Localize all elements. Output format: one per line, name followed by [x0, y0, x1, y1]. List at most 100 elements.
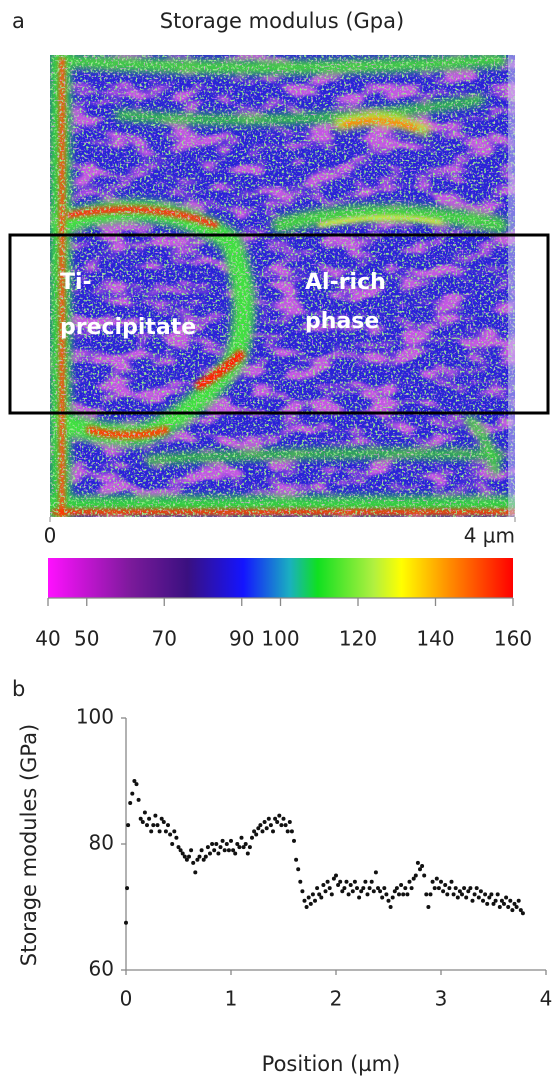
data-point — [210, 842, 215, 846]
data-point — [334, 873, 338, 878]
data-point — [233, 851, 238, 856]
data-point — [187, 854, 191, 859]
x-tick-label: 4 µm — [464, 524, 515, 548]
data-point — [352, 879, 357, 884]
data-point — [294, 857, 299, 862]
data-point — [451, 892, 456, 897]
data-point — [197, 854, 202, 859]
data-point — [487, 895, 492, 900]
x-tick-label: 4 — [540, 987, 552, 1011]
data-point — [182, 854, 187, 859]
colorbar-tick-label: 140 — [416, 627, 454, 651]
colorbar — [48, 558, 513, 598]
data-point — [447, 886, 452, 891]
colorbar-tick-label: 100 — [261, 627, 299, 651]
data-point — [279, 823, 284, 828]
colorbar-tick-label: 160 — [494, 627, 532, 651]
data-point — [208, 851, 212, 856]
data-point — [470, 898, 475, 903]
colorbar-tick-label: 50 — [74, 627, 99, 651]
data-point — [235, 842, 240, 846]
data-point — [415, 860, 420, 865]
x-tick-label: 0 — [120, 987, 133, 1011]
data-point — [504, 895, 509, 900]
data-point — [460, 892, 464, 897]
data-point — [376, 886, 380, 891]
data-point — [126, 823, 131, 828]
data-point — [239, 835, 244, 840]
data-point — [317, 892, 322, 897]
data-point — [436, 886, 441, 891]
data-point — [514, 905, 519, 909]
data-point — [348, 882, 353, 887]
data-point — [384, 892, 389, 897]
data-point — [420, 864, 425, 869]
data-point — [512, 901, 517, 906]
data-point — [178, 848, 183, 853]
data-point — [407, 879, 412, 884]
data-point — [331, 876, 336, 881]
data-point — [191, 860, 196, 865]
data-point — [245, 851, 250, 856]
data-point — [495, 892, 500, 897]
data-point — [350, 889, 355, 894]
data-point — [502, 901, 506, 906]
data-point — [212, 848, 217, 853]
data-point — [205, 845, 210, 850]
data-point — [231, 848, 236, 853]
data-point — [453, 886, 458, 891]
data-point — [367, 886, 372, 891]
colorbar-tick-label: 90 — [229, 627, 254, 651]
data-point — [430, 879, 435, 884]
data-point — [195, 857, 200, 862]
data-point — [327, 886, 332, 891]
data-point — [321, 882, 326, 887]
annotation: Ti- — [60, 270, 92, 295]
data-point — [266, 816, 271, 821]
data-point — [283, 823, 288, 828]
data-point — [516, 898, 521, 903]
data-point — [439, 879, 443, 884]
data-point — [428, 892, 433, 897]
data-point — [260, 829, 265, 834]
data-point — [273, 816, 278, 821]
data-point — [193, 870, 198, 875]
data-point — [275, 819, 280, 824]
data-point — [397, 892, 401, 897]
data-point — [313, 898, 317, 903]
data-point — [325, 879, 330, 884]
data-point — [476, 895, 481, 900]
y-tick-label: 60 — [89, 957, 114, 981]
data-point — [226, 848, 231, 853]
data-point — [424, 892, 429, 897]
data-point — [422, 873, 427, 878]
data-point — [491, 901, 496, 906]
data-point — [357, 895, 362, 900]
data-point — [361, 886, 366, 891]
data-point — [464, 895, 469, 900]
data-point — [256, 826, 261, 831]
data-point — [128, 801, 133, 806]
data-point — [344, 879, 349, 884]
data-point — [271, 829, 275, 834]
data-point — [237, 845, 242, 850]
data-point — [418, 867, 422, 872]
data-point — [449, 879, 454, 884]
colorbar-tick-label: 40 — [35, 627, 60, 651]
data-point — [306, 895, 311, 900]
data-point — [319, 895, 324, 900]
data-point — [214, 842, 219, 846]
x-tick-label: 2 — [330, 987, 343, 1011]
data-point — [399, 882, 404, 887]
data-point — [157, 829, 162, 834]
data-point — [161, 819, 166, 824]
data-point — [199, 848, 204, 853]
data-point — [145, 823, 149, 828]
data-point — [363, 879, 368, 884]
data-point — [462, 886, 467, 891]
data-point — [388, 905, 393, 909]
data-point — [413, 873, 418, 878]
data-point — [151, 823, 156, 828]
